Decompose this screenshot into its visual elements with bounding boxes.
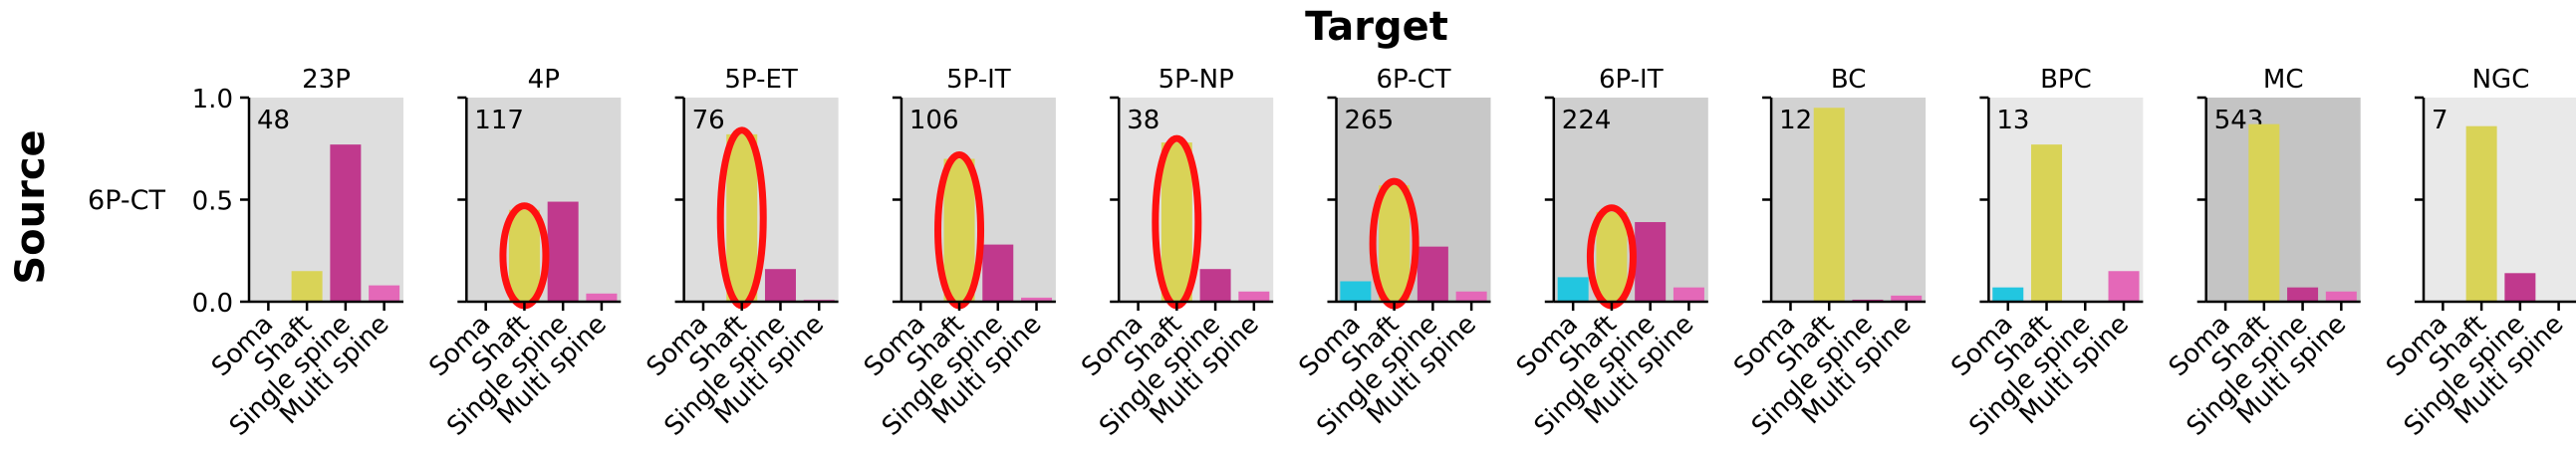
bar-shaft: [2465, 125, 2497, 302]
bar-shaft: [726, 133, 758, 302]
bar-shaft: [291, 271, 323, 302]
bar-single-spine: [547, 201, 579, 302]
panel-title: 4P: [528, 65, 560, 95]
y-tick-label: 1.0: [192, 85, 233, 115]
panel-count: 224: [1562, 106, 1612, 135]
bar-single-spine: [982, 244, 1014, 302]
panel-title: 5P-IT: [946, 65, 1011, 95]
bar-shaft: [1813, 108, 1845, 302]
bar-shaft: [1160, 142, 1192, 302]
bar-single-spine: [764, 269, 796, 302]
panel-title: MC: [2263, 65, 2304, 95]
panel-title: 5P-ET: [724, 65, 797, 95]
panel-title: BC: [1831, 65, 1867, 95]
panel-count: 117: [474, 106, 524, 135]
panel-background: [2205, 98, 2361, 302]
panel-count: 265: [1345, 106, 1395, 135]
panel-title: BPC: [2040, 65, 2092, 95]
panel-count: 13: [1996, 106, 2029, 135]
bar-multi-spine: [1891, 295, 1923, 302]
bar-multi-spine: [1021, 297, 1053, 302]
bar-multi-spine: [369, 285, 400, 302]
panel-count: 106: [909, 106, 959, 135]
bar-single-spine: [1199, 269, 1231, 302]
bar-shaft: [943, 158, 975, 302]
bar-single-spine: [1417, 246, 1448, 302]
panel-title: NGC: [2472, 65, 2530, 95]
bar-single-spine: [1635, 222, 1667, 302]
panel-count: 38: [1127, 106, 1159, 135]
panel-title: 23P: [302, 65, 351, 95]
panel-background: [249, 98, 403, 302]
bar-shaft: [508, 209, 540, 302]
bar-multi-spine: [586, 293, 618, 302]
panel-count: 48: [257, 106, 290, 135]
bar-single-spine: [2504, 273, 2536, 302]
panel-background: [1988, 98, 2144, 302]
source-label: Source: [8, 129, 54, 284]
bar-shaft: [1596, 211, 1628, 302]
bar-multi-spine: [1673, 287, 1704, 302]
y-tick-label: 0.5: [192, 187, 233, 217]
row-label: 6P-CT: [88, 185, 165, 216]
panel-title: 5P-NP: [1159, 65, 1234, 95]
panel-background: [2424, 98, 2576, 302]
bar-shaft: [2248, 123, 2280, 303]
bar-multi-spine: [1238, 291, 1270, 302]
bar-multi-spine: [2108, 271, 2140, 302]
bar-shaft: [1379, 185, 1411, 302]
bar-single-spine: [330, 144, 362, 302]
panel-background: [1771, 98, 1927, 302]
y-tick-label: 0.0: [192, 289, 233, 319]
panel-count: 76: [692, 106, 725, 135]
bar-multi-spine: [1455, 291, 1487, 302]
bar-soma: [1340, 281, 1372, 302]
figure-title: Target: [1305, 4, 1448, 50]
bar-soma: [1557, 277, 1589, 302]
panel-title: 6P-IT: [1599, 65, 1664, 95]
panel-title: 6P-CT: [1376, 65, 1450, 95]
bar-multi-spine: [2325, 291, 2357, 302]
panel-count: 7: [2432, 106, 2448, 135]
bar-soma: [1992, 287, 2024, 302]
bar-shaft: [2031, 144, 2063, 302]
bar-single-spine: [2287, 287, 2319, 302]
